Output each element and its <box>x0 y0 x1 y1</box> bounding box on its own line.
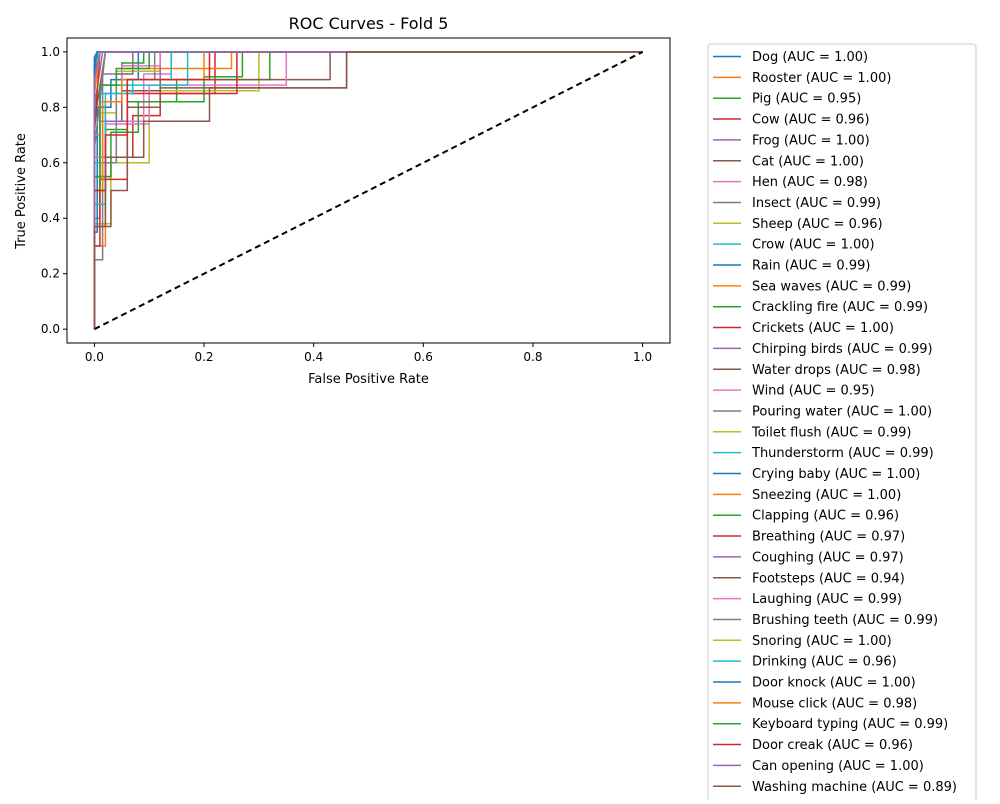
legend-label: Hen (AUC = 0.98) <box>752 175 868 190</box>
legend-label: Crow (AUC = 1.00) <box>752 238 875 253</box>
roc-line-33 <box>93 51 643 330</box>
legend-label: Pouring water (AUC = 1.00) <box>752 404 932 419</box>
legend-label: Cat (AUC = 1.00) <box>752 154 864 169</box>
x-tick-label: 0.8 <box>523 350 542 364</box>
legend-label: Mouse click (AUC = 0.98) <box>752 696 917 711</box>
legend-label: Can opening (AUC = 1.00) <box>752 759 924 774</box>
legend: Dog (AUC = 1.00) Rooster (AUC = 1.00) Pig … <box>707 43 977 804</box>
legend-label: Door creak (AUC = 0.96) <box>752 738 913 753</box>
y-tick-label: 1.0 <box>41 45 60 59</box>
x-axis: 0.0 0.2 0.4 0.6 0.8 1.0 <box>85 343 652 364</box>
y-tick-label: 0.0 <box>41 322 60 336</box>
legend-label: Wind (AUC = 0.95) <box>752 384 875 399</box>
x-tick-label: 0.2 <box>194 350 213 364</box>
x-tick-label: 0.0 <box>85 350 104 364</box>
legend-label: Toilet flush (AUC = 0.99) <box>751 425 911 440</box>
legend-label: Frog (AUC = 1.00) <box>752 133 870 148</box>
roc-line-35 <box>93 51 643 330</box>
legend-label: Footsteps (AUC = 0.94) <box>752 571 905 586</box>
legend-label: Coughing (AUC = 0.97) <box>752 550 904 565</box>
legend-label: Rain (AUC = 0.99) <box>752 259 870 274</box>
legend-label: Door knock (AUC = 1.00) <box>752 676 916 691</box>
roc-line-16 <box>93 51 643 330</box>
legend-label: Crying baby (AUC = 1.00) <box>752 467 920 482</box>
legend-label: Water drops (AUC = 0.98) <box>752 363 921 378</box>
legend-label: Pig (AUC = 0.95) <box>752 92 861 107</box>
y-tick-label: 0.6 <box>41 156 60 170</box>
legend-label: Chirping birds (AUC = 0.99) <box>752 342 933 357</box>
plot-area <box>66 37 671 344</box>
legend-label: Sneezing (AUC = 1.00) <box>752 488 901 503</box>
legend-label: Keyboard typing (AUC = 0.99) <box>752 717 948 732</box>
x-tick-label: 0.6 <box>414 350 433 364</box>
y-axis: 0.0 0.2 0.4 0.6 0.8 1.0 <box>41 45 67 336</box>
y-tick-label: 0.8 <box>41 100 60 114</box>
legend-label: Clapping (AUC = 0.96) <box>752 509 899 524</box>
legend-label: Sheep (AUC = 0.96) <box>752 217 883 232</box>
legend-label: Brushing teeth (AUC = 0.99) <box>752 613 938 628</box>
legend-label: Dog (AUC = 1.00) <box>752 50 868 65</box>
legend-label: Cow (AUC = 0.96) <box>752 113 870 128</box>
legend-label: Thunderstorm (AUC = 0.99) <box>751 446 934 461</box>
x-axis-label: False Positive Rate <box>308 372 429 387</box>
y-tick-label: 0.4 <box>41 211 60 225</box>
legend-label: Crickets (AUC = 1.00) <box>752 321 894 336</box>
legend-label: Washing machine (AUC = 0.89) <box>752 780 957 795</box>
legend-label: Drinking (AUC = 0.96) <box>752 655 897 670</box>
roc-line-27 <box>93 51 643 330</box>
legend-label: Snoring (AUC = 1.00) <box>752 634 892 649</box>
y-axis-label: True Positive Rate <box>14 133 29 250</box>
chart-title: ROC Curves - Fold 5 <box>289 14 449 33</box>
baseline-diagonal <box>93 50 644 331</box>
legend-label: Insect (AUC = 0.99) <box>752 196 881 211</box>
y-tick-label: 0.2 <box>41 267 60 281</box>
legend-label: Rooster (AUC = 1.00) <box>752 71 891 86</box>
legend-label: Sea waves (AUC = 0.99) <box>752 279 911 294</box>
legend-label: Breathing (AUC = 0.97) <box>752 530 905 545</box>
legend-label: Crackling fire (AUC = 0.99) <box>752 300 928 315</box>
x-tick-label: 0.4 <box>304 350 323 364</box>
legend-label: Laughing (AUC = 0.99) <box>752 592 902 607</box>
axes-frame <box>66 37 671 344</box>
roc-line-29 <box>93 51 643 330</box>
x-tick-label: 1.0 <box>633 350 652 364</box>
roc-line-10 <box>93 51 643 330</box>
